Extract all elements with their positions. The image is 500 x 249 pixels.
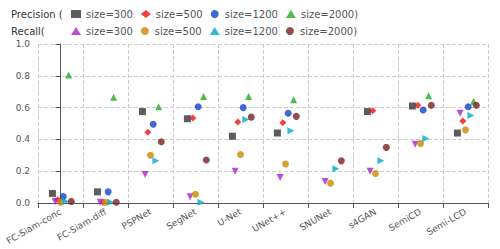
svg-text:SNUNet: SNUNet [298, 206, 334, 232]
svg-text:0.4: 0.4 [16, 134, 31, 144]
svg-text:FC-Siam-conc: FC-Siam-conc [5, 207, 63, 246]
svg-text:size=2000): size=2000) [301, 9, 358, 20]
svg-text:s4GAN: s4GAN [347, 207, 378, 231]
svg-text:FC-Siam-diff: FC-Siam-diff [56, 206, 109, 242]
svg-text:0.0: 0.0 [16, 198, 31, 208]
svg-text:1.0: 1.0 [16, 39, 31, 49]
svg-text:size=1200: size=1200 [225, 9, 278, 20]
svg-text:SegNet: SegNet [165, 206, 199, 231]
svg-text:PSPNet: PSPNet [120, 206, 153, 231]
svg-text:size=300: size=300 [86, 9, 133, 20]
svg-text:0.2: 0.2 [16, 166, 30, 176]
svg-text:size=500: size=500 [155, 26, 202, 37]
svg-text:U-Net: U-Net [216, 206, 244, 228]
svg-text:size=500: size=500 [156, 9, 203, 20]
svg-text:size=300: size=300 [86, 26, 133, 37]
svg-text:Precision (: Precision ( [11, 9, 63, 20]
svg-text:UNet++: UNet++ [251, 207, 288, 234]
svg-text:0.8: 0.8 [16, 71, 31, 81]
svg-text:0.6: 0.6 [16, 103, 31, 113]
svg-text:size=2000): size=2000) [300, 26, 357, 37]
svg-text:SemiCD: SemiCD [387, 207, 423, 234]
svg-text:size=1200: size=1200 [225, 26, 278, 37]
svg-text:Semi-LCD: Semi-LCD [425, 207, 468, 238]
svg-text:Recall(: Recall( [11, 26, 45, 37]
